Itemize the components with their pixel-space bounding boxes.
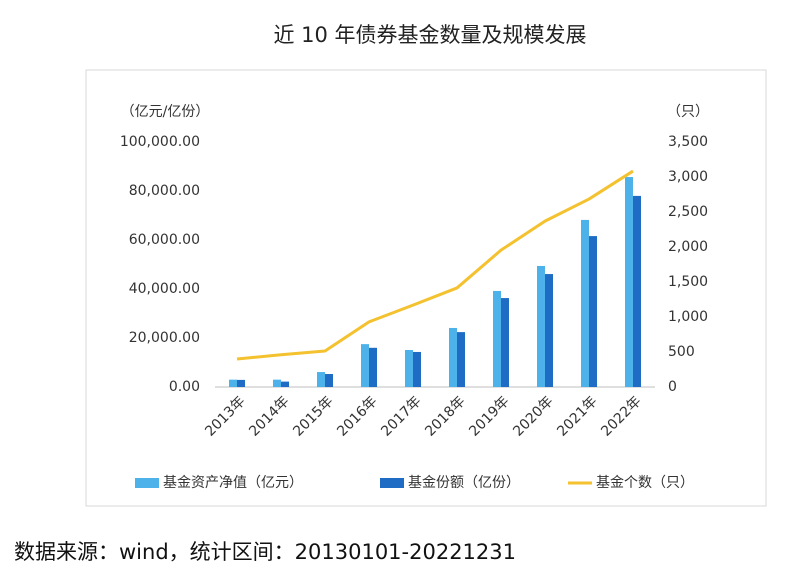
y2-tick-label: 2,000 xyxy=(668,239,708,255)
y-tick-label: 100,000.00 xyxy=(120,134,200,150)
bar xyxy=(493,290,501,387)
bar xyxy=(361,344,369,387)
bar xyxy=(501,298,509,387)
legend-label: 基金个数（只） xyxy=(596,474,694,491)
legend-swatch xyxy=(135,478,159,488)
bar xyxy=(325,374,333,387)
bar xyxy=(317,372,325,387)
y2-tick-label: 0 xyxy=(668,379,677,395)
source-note: 数据来源：wind，统计区间：20130101-20221231 xyxy=(14,540,516,564)
bar xyxy=(369,347,377,387)
bar xyxy=(457,332,465,387)
chart-frame xyxy=(85,69,767,507)
y2-tick-label: 1,000 xyxy=(668,309,708,325)
bar xyxy=(625,177,633,387)
chart-title: 近 10 年债券基金数量及规模发展 xyxy=(273,23,586,47)
bar xyxy=(281,381,289,387)
bar xyxy=(237,379,245,387)
y-tick-label: 0.00 xyxy=(169,379,200,395)
bar xyxy=(413,351,421,387)
line-series xyxy=(236,169,634,361)
legend-swatch xyxy=(380,478,404,488)
y2-tick-label: 3,500 xyxy=(668,134,708,150)
y-tick-label: 40,000.00 xyxy=(129,281,200,297)
bar xyxy=(581,219,589,387)
bar xyxy=(545,274,553,387)
legend-label: 基金资产净值（亿元） xyxy=(163,474,303,491)
y2-tick-label: 2,500 xyxy=(668,204,708,220)
bar xyxy=(633,195,641,387)
y2-tick-label: 3,000 xyxy=(668,169,708,185)
bar xyxy=(449,327,457,387)
bar xyxy=(405,350,413,387)
y2-axis-label: （只） xyxy=(667,104,709,120)
y-tick-label: 60,000.00 xyxy=(129,232,200,248)
y-axis-label: （亿元/亿份） xyxy=(121,104,210,120)
bar xyxy=(537,265,545,387)
y2-tick-label: 500 xyxy=(668,344,695,360)
y-tick-label: 80,000.00 xyxy=(129,183,200,199)
legend-label: 基金份额（亿份） xyxy=(408,474,520,491)
y-tick-label: 20,000.00 xyxy=(129,330,200,346)
bar xyxy=(589,236,597,387)
bar xyxy=(229,379,237,387)
y2-tick-label: 1,500 xyxy=(668,274,708,290)
bar xyxy=(273,379,281,387)
